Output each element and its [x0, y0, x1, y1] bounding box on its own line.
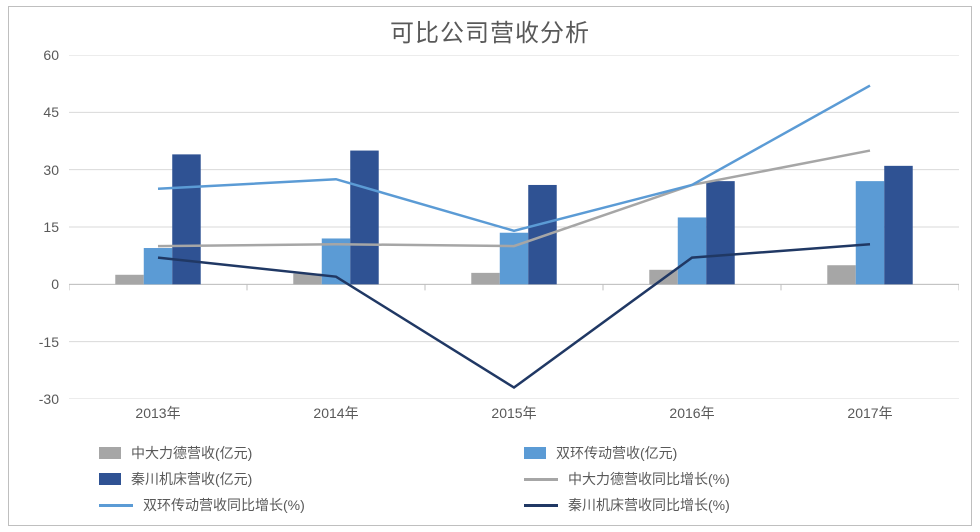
y-tick-label: -30: [39, 391, 59, 407]
y-tick-label: 0: [51, 276, 59, 292]
y-tick-label: 30: [43, 162, 59, 178]
bar-shcd-2: [500, 233, 528, 285]
legend-item-zdld_g: 中大力德营收同比增长(%): [524, 469, 929, 489]
x-tick-label: 2017年: [847, 403, 892, 423]
legend-item-qcjc: 秦川机床营收(亿元): [99, 469, 504, 489]
chart-title: 可比公司营收分析: [9, 13, 971, 48]
bar-shcd-4: [856, 181, 884, 284]
x-tick-label: 2015年: [491, 403, 536, 423]
bar-qcjc-3: [706, 181, 734, 284]
legend-line-swatch: [524, 478, 558, 481]
legend-line-swatch: [524, 504, 558, 507]
legend-item-shcd: 双环传动营收(亿元): [524, 443, 929, 463]
bar-zdld-4: [827, 265, 855, 284]
bar-qcjc-4: [884, 166, 912, 284]
bar-qcjc-1: [350, 151, 378, 285]
bar-zdld-2: [471, 273, 499, 284]
x-axis: 2013年 2014年 2015年 2016年 2017年: [69, 403, 959, 425]
x-tick-label: 2016年: [669, 403, 714, 423]
legend-label: 双环传动营收同比增长(%): [143, 495, 305, 515]
x-tick-label: 2013年: [135, 403, 180, 423]
y-tick-label: 60: [43, 47, 59, 63]
bar-qcjc-0: [172, 154, 200, 284]
bar-shcd-0: [144, 248, 172, 284]
bar-zdld-0: [115, 275, 143, 285]
chart-frame: 可比公司营收分析 -30-15015304560 2013年2014年2015年…: [8, 6, 972, 526]
legend-item-shcd_g: 双环传动营收同比增长(%): [99, 495, 504, 515]
legend-swatch: [99, 473, 121, 485]
legend-swatch: [99, 447, 121, 459]
legend-label: 中大力德营收同比增长(%): [568, 469, 730, 489]
y-tick-label: -15: [39, 334, 59, 350]
legend: 中大力德营收(亿元) 双环传动营收(亿元) 秦川机床营收(亿元) 中大力德营收同比增长…: [69, 439, 959, 515]
x-tick-label: 2014年: [313, 403, 358, 423]
legend-item-zdld: 中大力德营收(亿元): [99, 443, 504, 463]
y-tick-label: 15: [43, 219, 59, 235]
legend-label: 中大力德营收(亿元): [131, 443, 252, 463]
legend-label: 秦川机床营收同比增长(%): [568, 495, 730, 515]
legend-label: 双环传动营收(亿元): [556, 443, 677, 463]
plot-area: -30-15015304560: [69, 55, 959, 399]
legend-label: 秦川机床营收(亿元): [131, 469, 252, 489]
y-tick-label: 45: [43, 104, 59, 120]
line-shcd_g: [158, 86, 870, 231]
legend-item-qcjc_g: 秦川机床营收同比增长(%): [524, 495, 929, 515]
legend-swatch: [524, 447, 546, 459]
bar-qcjc-2: [528, 185, 556, 284]
bar-shcd-3: [678, 217, 706, 284]
legend-line-swatch: [99, 504, 133, 507]
